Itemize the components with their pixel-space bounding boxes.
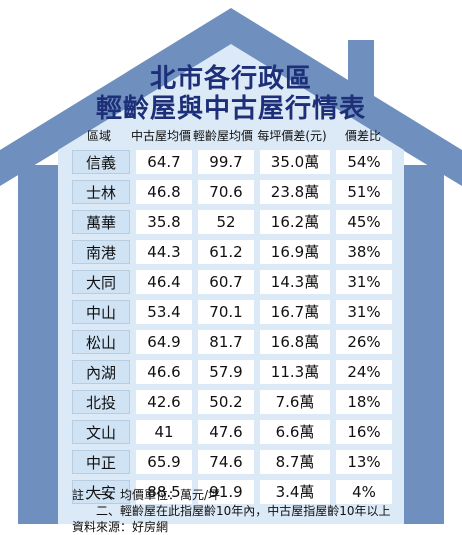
footnote-definition: 二、輕齡屋在此指屋齡10年內，中古屋指屋齡10年以上 [72, 504, 391, 518]
cell-diff-ratio: 31% [336, 270, 392, 294]
cell-new-price: 52 [198, 210, 254, 234]
cell-old-price: 88.5 [136, 480, 192, 504]
cell-new-price: 70.6 [198, 180, 254, 204]
cell-diff-ratio: 4% [336, 480, 392, 504]
cell-new-price: 47.6 [198, 420, 254, 444]
column-header-price-diff: 每坪價差(元) [257, 129, 327, 143]
cell-new-price: 70.1 [198, 300, 254, 324]
cell-diff-ratio: 31% [336, 300, 392, 324]
cell-price-diff: 16.7萬 [260, 300, 330, 324]
cell-old-price: 41 [136, 420, 192, 444]
cell-price-diff: 6.6萬 [260, 420, 330, 444]
cell-old-price: 64.9 [136, 330, 192, 354]
cell-district: 大安 [72, 480, 130, 504]
cell-district: 中山 [72, 300, 130, 324]
cell-diff-ratio: 45% [336, 210, 392, 234]
cell-new-price: 81.7 [198, 330, 254, 354]
cell-old-price: 44.3 [136, 240, 192, 264]
cell-old-price: 65.9 [136, 450, 192, 474]
cell-new-price: 61.2 [198, 240, 254, 264]
cell-district: 士林 [72, 180, 130, 204]
cell-new-price: 50.2 [198, 390, 254, 414]
cell-diff-ratio: 24% [336, 360, 392, 384]
cell-district: 松山 [72, 330, 130, 354]
footnote-unit: 註：一、均價單位：萬元/坪 [72, 488, 221, 502]
cell-price-diff: 8.7萬 [260, 450, 330, 474]
cell-old-price: 35.8 [136, 210, 192, 234]
cell-price-diff: 7.6萬 [260, 390, 330, 414]
cell-diff-ratio: 18% [336, 390, 392, 414]
house-wall-left [18, 165, 58, 524]
cell-district: 中正 [72, 450, 130, 474]
cell-district: 北投 [72, 390, 130, 414]
cell-diff-ratio: 16% [336, 420, 392, 444]
cell-new-price: 99.7 [198, 150, 254, 174]
cell-district: 南港 [72, 240, 130, 264]
column-header-new-price: 輕齡屋均價 [192, 129, 253, 143]
house-wall-right [404, 165, 444, 524]
cell-price-diff: 16.9萬 [260, 240, 330, 264]
cell-diff-ratio: 51% [336, 180, 392, 204]
column-header-old-price: 中古屋均價 [130, 129, 191, 143]
cell-price-diff: 35.0萬 [260, 150, 330, 174]
cell-diff-ratio: 13% [336, 450, 392, 474]
cell-price-diff: 23.8萬 [260, 180, 330, 204]
column-header-diff-ratio: 價差比 [344, 129, 381, 143]
chart-title-line2: 輕齡屋與中古屋行情表 [95, 94, 366, 124]
cell-district: 內湖 [72, 360, 130, 384]
cell-old-price: 53.4 [136, 300, 192, 324]
cell-diff-ratio: 26% [336, 330, 392, 354]
cell-old-price: 42.6 [136, 390, 192, 414]
column-header-district: 區域 [86, 129, 111, 143]
cell-district: 大同 [72, 270, 130, 294]
cell-new-price: 57.9 [198, 360, 254, 384]
cell-district: 信義 [72, 150, 130, 174]
cell-price-diff: 16.8萬 [260, 330, 330, 354]
cell-old-price: 64.7 [136, 150, 192, 174]
cell-price-diff: 14.3萬 [260, 270, 330, 294]
chart-title-line1: 北市各行政區 [149, 64, 312, 94]
cell-district: 萬華 [72, 210, 130, 234]
cell-diff-ratio: 54% [336, 150, 392, 174]
cell-old-price: 46.8 [136, 180, 192, 204]
cell-price-diff: 11.3萬 [260, 360, 330, 384]
cell-district: 文山 [72, 420, 130, 444]
cell-price-diff: 16.2萬 [260, 210, 330, 234]
cell-diff-ratio: 38% [336, 240, 392, 264]
cell-price-diff: 3.4萬 [260, 480, 330, 504]
cell-new-price: 91.9 [198, 480, 254, 504]
cell-new-price: 60.7 [198, 270, 254, 294]
cell-old-price: 46.4 [136, 270, 192, 294]
cell-new-price: 74.6 [198, 450, 254, 474]
house-chimney [348, 40, 374, 100]
cell-old-price: 46.6 [136, 360, 192, 384]
footnote-source: 資料來源：好房網 [72, 520, 169, 534]
